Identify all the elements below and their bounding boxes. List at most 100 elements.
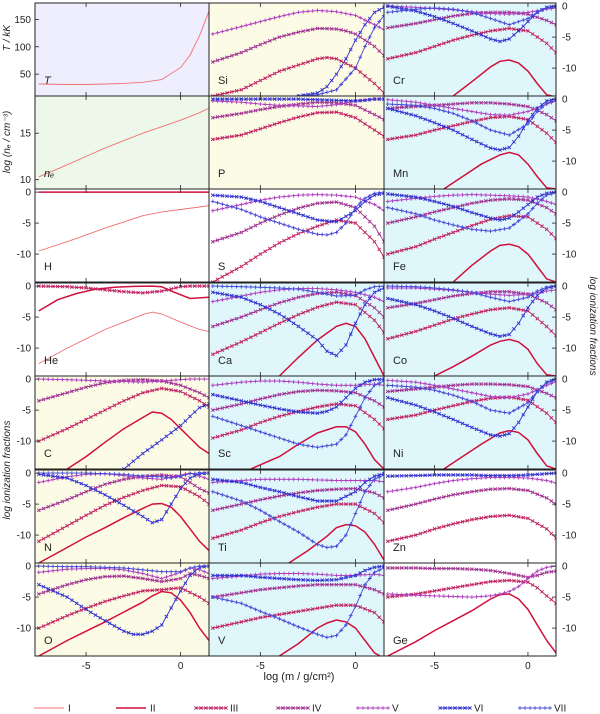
data-point — [465, 192, 470, 197]
data-point — [306, 477, 310, 482]
data-point — [253, 291, 258, 296]
data-point — [310, 58, 315, 63]
data-point — [493, 394, 498, 399]
data-point — [291, 622, 296, 627]
data-point — [382, 255, 384, 260]
data-point — [248, 83, 253, 88]
data-point — [46, 471, 51, 475]
data-point — [301, 228, 306, 233]
data-point — [296, 624, 301, 629]
data-point — [41, 624, 46, 628]
data-point — [339, 576, 344, 581]
legend-item-IV: IV — [276, 704, 322, 714]
data-point — [60, 377, 65, 382]
data-point — [465, 477, 470, 482]
data-point — [358, 500, 363, 505]
data-point — [258, 520, 263, 525]
data-point — [353, 221, 358, 226]
data-point — [344, 486, 348, 491]
data-point — [239, 230, 244, 235]
data-point — [418, 381, 423, 385]
data-point — [258, 252, 263, 257]
data-point — [267, 586, 272, 591]
data-point — [526, 473, 530, 477]
data-point — [173, 577, 178, 582]
data-point — [418, 411, 423, 416]
data-point — [409, 379, 414, 384]
panel-fe: Fe0-5-10 — [383, 188, 577, 283]
data-point — [363, 73, 367, 78]
data-point — [329, 478, 334, 483]
data-point — [544, 41, 549, 46]
data-point — [544, 411, 549, 416]
data-point — [358, 407, 363, 412]
data-point — [437, 566, 442, 571]
data-point — [521, 28, 526, 33]
data-point — [367, 294, 372, 298]
data-point — [483, 431, 488, 435]
data-point — [554, 98, 556, 103]
data-point — [169, 484, 174, 489]
data-point — [446, 586, 451, 591]
data-point — [540, 567, 544, 572]
data-point — [296, 477, 301, 482]
data-point — [372, 295, 377, 300]
data-point — [79, 481, 84, 486]
data-point — [286, 236, 291, 241]
data-point — [455, 402, 460, 407]
data-point — [334, 98, 339, 103]
data-point — [460, 115, 465, 119]
data-point — [244, 481, 249, 486]
data-point — [377, 297, 382, 302]
data-point — [390, 198, 395, 203]
data-point — [498, 193, 502, 198]
data-point — [253, 572, 258, 577]
data-point — [409, 486, 414, 490]
data-point — [488, 473, 493, 478]
data-point — [197, 564, 202, 568]
data-point — [220, 193, 225, 198]
data-point — [512, 475, 516, 480]
data-point — [131, 632, 136, 637]
data-point — [329, 301, 334, 306]
data-point — [512, 11, 516, 16]
data-point — [315, 478, 320, 482]
data-point — [339, 383, 344, 388]
data-point — [272, 15, 277, 20]
data-point — [239, 480, 244, 485]
data-point — [488, 11, 493, 16]
data-point — [377, 284, 382, 289]
data-point — [210, 290, 215, 295]
data-point — [512, 408, 516, 413]
data-point — [497, 579, 502, 583]
data-point — [451, 387, 456, 391]
data-point — [210, 489, 215, 494]
data-point — [540, 571, 544, 576]
data-point — [277, 519, 282, 524]
data-point — [339, 193, 344, 198]
data-point — [277, 379, 282, 383]
data-point — [516, 127, 521, 132]
data-point — [554, 569, 556, 573]
data-point — [207, 571, 209, 576]
data-point — [117, 497, 122, 502]
data-point — [267, 246, 272, 251]
data-point — [301, 389, 306, 394]
data-point — [55, 564, 60, 569]
data-point — [305, 607, 310, 612]
data-point — [267, 196, 272, 201]
y-tick-label: 0 — [562, 188, 568, 199]
data-point — [549, 569, 554, 574]
data-point — [385, 296, 390, 301]
data-point — [220, 573, 225, 578]
data-point — [437, 588, 442, 593]
data-point — [404, 504, 409, 509]
data-point — [207, 405, 209, 409]
data-point — [220, 29, 225, 34]
data-point — [248, 299, 253, 303]
data-point — [507, 486, 512, 491]
data-point — [348, 403, 353, 408]
series-line-II — [38, 590, 209, 656]
data-point — [446, 479, 451, 484]
